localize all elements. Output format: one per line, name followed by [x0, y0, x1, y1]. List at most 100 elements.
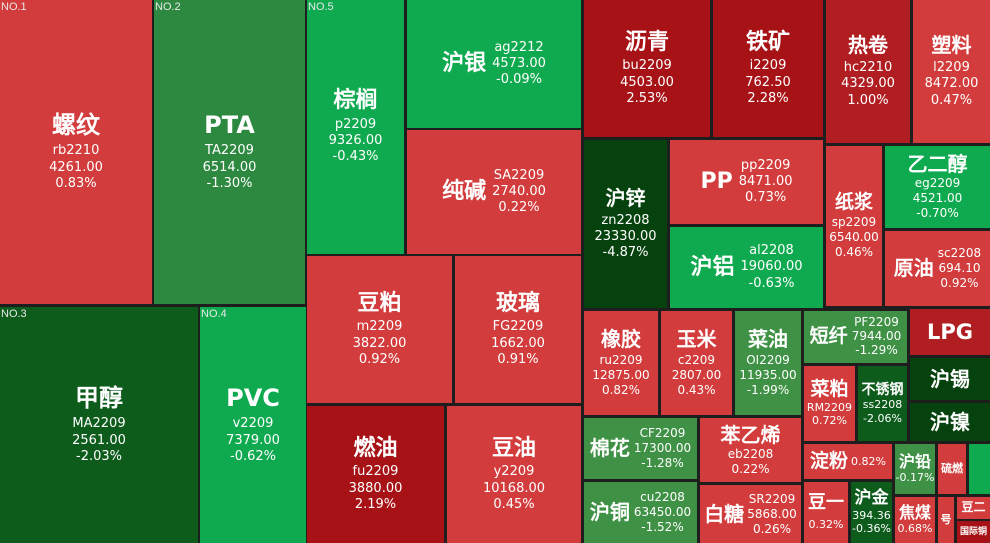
tile-name: 纯碱 — [442, 179, 487, 205]
tile-name: 不锈钢 — [861, 381, 904, 398]
tile-sn[interactable]: 沪锡 — [910, 358, 990, 400]
tile-name: PP — [700, 169, 733, 195]
tile-change: 0.22% — [731, 461, 770, 476]
tile-change: -0.36% — [852, 522, 891, 536]
tile-c[interactable]: 玉米 c2209 2807.00 0.43% — [661, 311, 732, 415]
tile-code: 394.36 — [852, 508, 891, 522]
tile-price: 4503.00 — [620, 74, 674, 90]
tile-change: 0.26% — [752, 521, 792, 536]
tile-name: 纸浆 — [834, 190, 873, 213]
tile-sp[interactable]: 纸浆 sp2209 6540.00 0.46% — [826, 146, 882, 306]
tile-oi[interactable]: 菜油 OI2209 11935.00 -1.99% — [735, 311, 801, 415]
tile-pf[interactable]: 短纤 PF2209 7944.00 -1.29% — [804, 311, 907, 363]
tile-price: 7379.00 — [226, 432, 280, 448]
tile-name: 沪锌 — [605, 185, 646, 210]
tile-ni[interactable]: 沪镍 — [910, 403, 990, 441]
tile-code: OI2209 — [746, 353, 790, 367]
tile-cu[interactable]: 沪铜 cu2208 63450.00 -1.52% — [584, 482, 697, 543]
tile-code: y2209 — [493, 464, 535, 480]
tile-al[interactable]: 沪铝 al2208 19060.00 -0.63% — [670, 227, 823, 308]
tile-zn[interactable]: 沪锌 zn2208 23330.00 -4.87% — [584, 140, 667, 308]
tile-cs[interactable]: 淀粉 0.82% — [804, 444, 892, 479]
tile-price: 4329.00 — [841, 76, 895, 92]
tile-change: 0.82% — [601, 383, 641, 397]
tile-y[interactable]: 豆油 y2209 10168.00 0.45% — [447, 406, 581, 543]
tile-code: rb2210 — [52, 143, 100, 159]
tile-change: -0.62% — [230, 448, 276, 464]
tile-fg[interactable]: 玻璃 FG2209 1662.00 0.91% — [455, 256, 581, 403]
tile-name: 塑料 — [931, 33, 972, 58]
tile-ma[interactable]: NO.3 甲醇 MA2209 2561.00 -2.03% — [0, 307, 198, 543]
tile-cf[interactable]: 棉花 CF2209 17300.00 -1.28% — [584, 418, 697, 479]
tile-lu[interactable]: 硫燃 — [938, 444, 966, 494]
tile-fu[interactable]: 燃油 fu2209 3880.00 2.19% — [307, 406, 444, 543]
tile-price: 4261.00 — [49, 159, 103, 175]
tile-price: 6540.00 — [829, 230, 879, 245]
tile-p[interactable]: NO.5 棕榈 p2209 9326.00 -0.43% — [307, 0, 404, 254]
tile-price: 11935.00 — [739, 368, 797, 382]
tile-ss[interactable]: 不锈钢 ss2208 -2.06% — [858, 366, 907, 441]
tile-name: 淀粉 — [810, 449, 849, 472]
tile-change: 0.43% — [677, 383, 716, 397]
tile-jm[interactable]: 焦煤 0.68% — [895, 497, 935, 543]
tile-bc[interactable]: 国际铜 — [957, 521, 990, 543]
tile-au[interactable]: 沪金 394.36 -0.36% — [851, 482, 892, 543]
tile-price: 6514.00 — [202, 159, 257, 175]
tile-name: 白糖 — [704, 501, 745, 526]
tile-price: 8472.00 — [924, 76, 979, 92]
tile-l[interactable]: 塑料 l2209 8472.00 0.47% — [913, 0, 990, 143]
tile-ta[interactable]: NO.2 PTA TA2209 6514.00 -1.30% — [154, 0, 305, 304]
tile-i[interactable]: 铁矿 i2209 762.50 2.28% — [713, 0, 823, 137]
tile-change: 0.32% — [808, 517, 844, 531]
tile-price: 9326.00 — [328, 133, 383, 149]
tile-code: PF2209 — [854, 315, 899, 330]
tile-rb[interactable]: NO.1 螺纹 rb2210 4261.00 0.83% — [0, 0, 152, 304]
tile-small-green[interactable] — [969, 444, 990, 494]
tile-eg[interactable]: 乙二醇 eg2209 4521.00 -0.70% — [885, 146, 990, 228]
tile-name: 国际铜 — [959, 526, 987, 537]
tile-lpg[interactable]: LPG — [910, 309, 990, 355]
tile-price: 8471.00 — [738, 173, 793, 189]
tile-price: 1662.00 — [491, 335, 545, 351]
tile-sr[interactable]: 白糖 SR2209 5868.00 0.26% — [700, 485, 801, 543]
tile-code: m2209 — [356, 319, 403, 335]
tile-name: 热卷 — [848, 33, 888, 58]
tile-code: sc2208 — [937, 246, 982, 260]
tile-ag[interactable]: 沪银 ag2212 4573.00 -0.09% — [407, 0, 581, 128]
tile-code: al2208 — [749, 243, 794, 259]
tile-pb[interactable]: 沪铅 -0.17% — [895, 444, 935, 494]
tile-price: 2807.00 — [671, 368, 722, 382]
tile-code: cu2208 — [640, 490, 685, 504]
tile-name: 豆油 — [491, 435, 536, 461]
tile-name: 沪银 — [442, 51, 487, 77]
tile-eb[interactable]: 苯乙烯 eb2208 0.22% — [700, 418, 801, 482]
tile-v[interactable]: NO.4 PVC v2209 7379.00 -0.62% — [200, 307, 306, 543]
tile-code: eg2209 — [914, 176, 961, 190]
tile-sa[interactable]: 纯碱 SA2209 2740.00 0.22% — [407, 130, 581, 254]
tile-change: 0.72% — [812, 414, 847, 428]
tile-change: 0.91% — [497, 351, 539, 367]
tile-a[interactable]: 豆一 0.32% — [804, 482, 848, 543]
tile-price: 4573.00 — [492, 55, 546, 71]
tile-price: 12875.00 — [592, 368, 650, 382]
tile-change: 0.22% — [498, 200, 540, 216]
tile-name: 硫燃 — [941, 461, 963, 475]
tile-hc[interactable]: 热卷 hc2210 4329.00 1.00% — [826, 0, 910, 143]
tile-change: 0.68% — [897, 522, 933, 536]
tile-hao[interactable]: 号 — [938, 497, 954, 543]
tile-ru[interactable]: 橡胶 ru2209 12875.00 0.82% — [584, 311, 658, 415]
tile-b[interactable]: 豆二 — [957, 497, 990, 519]
tile-change: 0.83% — [55, 175, 97, 191]
tile-pp[interactable]: PP pp2209 8471.00 0.73% — [670, 140, 823, 224]
tile-bu[interactable]: 沥青 bu2209 4503.00 2.53% — [584, 0, 710, 137]
tile-m[interactable]: 豆粕 m2209 3822.00 0.92% — [307, 256, 452, 403]
tile-code: zn2208 — [601, 212, 650, 228]
tile-change: 2.53% — [626, 90, 668, 106]
tile-code: RM2209 — [806, 400, 853, 414]
tile-name: 燃油 — [353, 435, 398, 461]
tile-name: 豆二 — [961, 500, 986, 515]
tile-sc[interactable]: 原油 sc2208 694.10 0.92% — [885, 231, 990, 306]
tile-change: -1.30% — [206, 175, 253, 191]
tile-change: 0.47% — [930, 92, 973, 108]
tile-rm[interactable]: 菜粕 RM2209 0.72% — [804, 366, 855, 441]
